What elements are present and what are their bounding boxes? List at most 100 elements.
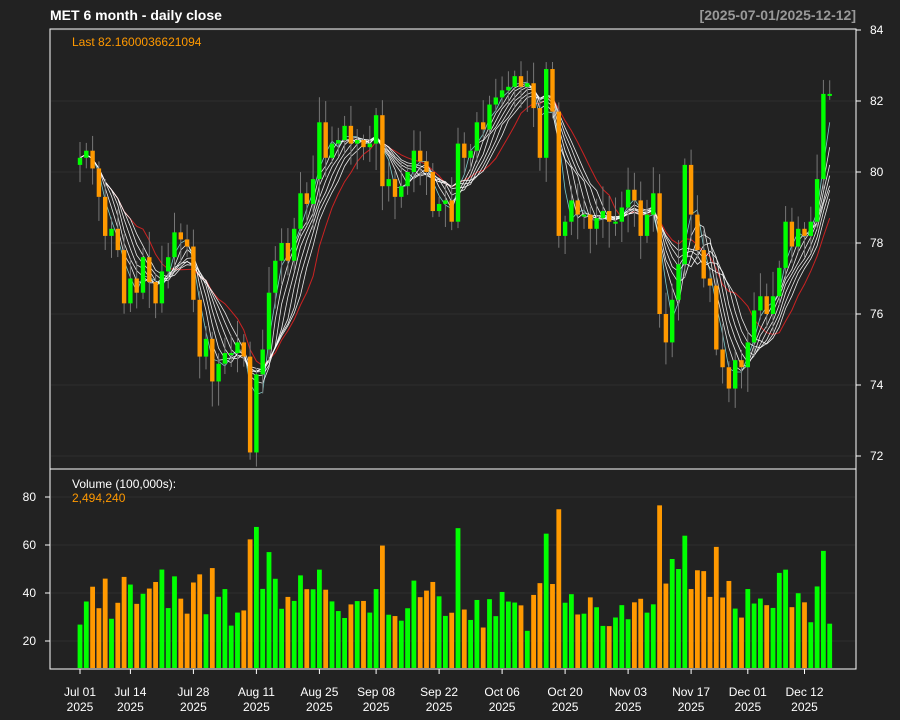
volume-bar (279, 608, 284, 668)
price-tick-label: 78 (870, 236, 884, 250)
volume-bar (398, 620, 404, 668)
candle-body (329, 143, 335, 158)
candle-body (770, 296, 776, 314)
volume-bar (543, 533, 549, 668)
candle-body (203, 338, 209, 357)
volume-bar (688, 589, 694, 668)
candle-body (310, 179, 316, 204)
volume-bar (550, 584, 555, 668)
chart-title: MET 6 month - daily close (50, 7, 222, 23)
volume-bar (134, 603, 140, 668)
volume-bar (285, 596, 291, 668)
volume-bar (512, 602, 518, 668)
candle-body (682, 164, 687, 265)
volume-bar (109, 618, 114, 668)
volume-bar (789, 607, 795, 668)
candle-body (575, 200, 580, 215)
volume-bar (83, 601, 89, 668)
volume-bar (455, 528, 461, 668)
candle-body (518, 76, 524, 87)
candle-body (487, 104, 492, 130)
candle-body (348, 125, 354, 144)
candle-body (317, 122, 322, 180)
candle-body (455, 143, 461, 222)
candle-body (588, 214, 593, 229)
volume-bar (430, 581, 436, 668)
candle-body (184, 239, 190, 247)
volume-bar (216, 596, 221, 668)
date-tick-year: 2025 (791, 700, 818, 714)
date-tick-label: Dec 01 (729, 685, 767, 699)
volume-bar (625, 619, 631, 668)
candle-body (147, 257, 152, 283)
volume-bar (272, 578, 278, 668)
candle-body (342, 125, 347, 141)
volume-bar (317, 569, 322, 668)
volume-bar (487, 599, 492, 668)
candle-body (424, 161, 429, 172)
candle-body (726, 367, 732, 389)
date-tick-label: Nov 03 (609, 685, 647, 699)
candle-body (96, 168, 102, 197)
candle-body (808, 221, 813, 236)
candle-body (707, 278, 713, 286)
candle-body (474, 122, 480, 151)
volume-bar (323, 589, 329, 668)
candle-body (827, 93, 832, 96)
volume-bar (726, 580, 732, 668)
volume-bar (380, 545, 385, 668)
volume-bar (682, 535, 688, 668)
date-tick-year: 2025 (615, 700, 642, 714)
candle-body (436, 203, 442, 212)
volume-bar (556, 509, 562, 668)
price-panel (49, 28, 857, 470)
volume-bar (191, 582, 196, 668)
candle-body (121, 250, 127, 304)
volume-tick-label: 80 (23, 490, 37, 504)
volume-bar (209, 568, 215, 668)
candle-body (499, 90, 505, 98)
candle-body (493, 97, 498, 105)
date-tick-label: Nov 17 (672, 685, 710, 699)
date-tick-label: Oct 20 (547, 685, 583, 699)
candle-body (323, 122, 328, 158)
candle-body (172, 232, 177, 258)
volume-bar (140, 593, 146, 668)
candle-body (178, 232, 183, 240)
candle-body (556, 111, 561, 236)
date-tick-label: Jul 01 (64, 685, 96, 699)
candle-body (739, 360, 744, 368)
candle-body (663, 314, 669, 343)
price-axis: 72 74 76 78 80 82 84 (856, 23, 884, 463)
price-tick-label: 74 (870, 378, 884, 392)
candle-body (247, 356, 253, 453)
candle-body (625, 189, 631, 208)
date-tick-label: Aug 25 (300, 685, 338, 699)
candle-body (569, 200, 574, 222)
volume-bar (367, 612, 373, 668)
volume-axis: 20 40 60 80 (23, 490, 50, 648)
candle-body (714, 285, 719, 350)
volume-bar (821, 550, 826, 668)
volume-bar (197, 574, 203, 668)
candle-body (688, 164, 694, 215)
volume-bar (361, 600, 366, 668)
price-tick-label: 80 (870, 165, 884, 179)
volume-bar (606, 626, 612, 668)
volume-bar (669, 558, 675, 668)
volume-bar (613, 617, 618, 668)
candle-body (84, 150, 89, 158)
candle-body (751, 310, 757, 343)
candle-body (210, 338, 215, 382)
candle-body (657, 193, 662, 314)
candle-body (613, 221, 618, 224)
candle-body (821, 93, 826, 180)
candle-body (134, 278, 139, 293)
candle-body (367, 143, 372, 148)
volume-bar (594, 607, 599, 668)
date-tick-label: Jul 14 (114, 685, 146, 699)
date-tick-label: Oct 06 (484, 685, 520, 699)
candle-body (449, 200, 454, 222)
volume-bar (96, 608, 102, 668)
